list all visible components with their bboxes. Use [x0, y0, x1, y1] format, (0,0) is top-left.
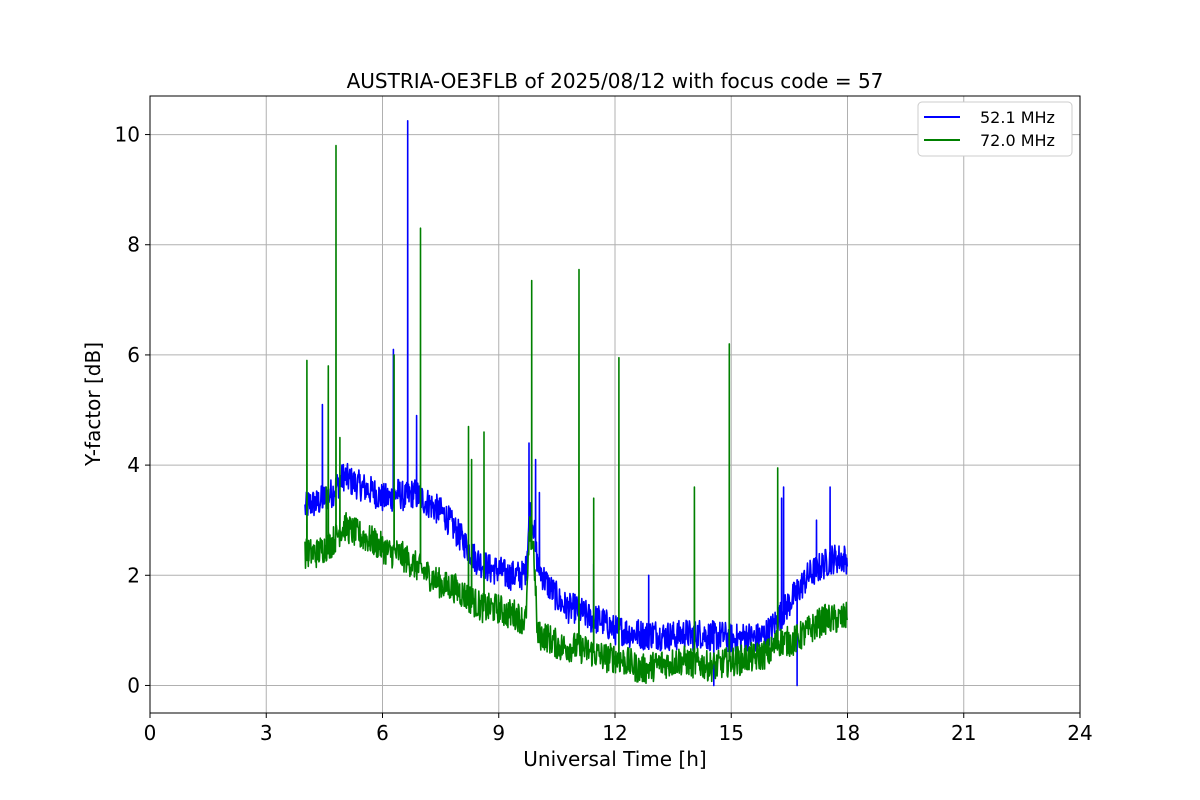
x-axis: 0 3 6 9 12 15 18 21 24: [144, 713, 1093, 745]
x-tick-label: 24: [1067, 721, 1092, 745]
y-tick-label: 10: [115, 123, 140, 147]
series-line-72-mhz: [304, 144, 848, 684]
x-tick-label: 0: [144, 721, 157, 745]
y-axis-label: Y-factor [dB]: [81, 342, 105, 467]
x-tick-label: 12: [602, 721, 627, 745]
series-layer: [304, 120, 848, 687]
y-tick-label: 4: [127, 453, 140, 477]
y-tick-label: 0: [127, 673, 140, 697]
x-tick-label: 18: [835, 721, 860, 745]
x-tick-label: 6: [376, 721, 389, 745]
x-tick-label: 9: [492, 721, 505, 745]
series-line-52-mhz: [304, 120, 848, 687]
y-tick-label: 2: [127, 563, 140, 587]
x-tick-label: 15: [719, 721, 744, 745]
y-tick-label: 6: [127, 343, 140, 367]
y-tick-label: 8: [127, 233, 140, 257]
x-tick-label: 21: [951, 721, 976, 745]
legend-label-52-mhz: 52.1 MHz: [980, 108, 1055, 127]
legend: 52.1 MHz 72.0 MHz: [917, 101, 1073, 157]
legend-label-72-mhz: 72.0 MHz: [980, 131, 1055, 150]
plot-area: [304, 120, 848, 687]
legend-box: [917, 101, 1073, 157]
chart-title: AUSTRIA-OE3FLB of 2025/08/12 with focus …: [347, 69, 884, 93]
x-axis-label: Universal Time [h]: [523, 747, 706, 771]
y-axis: 0 2 4 6 8 10: [115, 123, 150, 697]
x-tick-label: 3: [260, 721, 273, 745]
